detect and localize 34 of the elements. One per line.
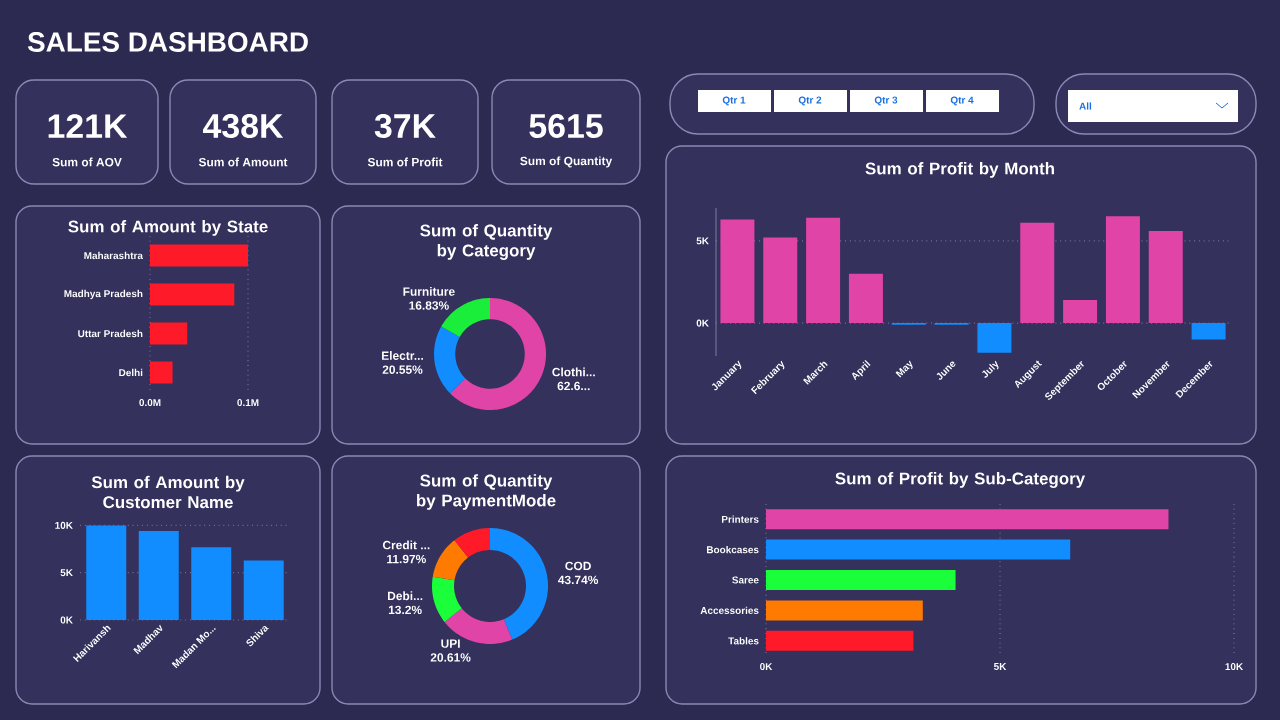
bar [150, 322, 188, 345]
bar [1105, 216, 1140, 324]
text: SALES DASHBOARD [27, 32, 308, 52]
bar [150, 283, 235, 306]
bar [977, 323, 1012, 353]
text: 37K [374, 113, 436, 138]
chart-title: Sum of Amount by Customer Name [91, 475, 245, 509]
bar [150, 244, 248, 267]
bar [766, 630, 914, 651]
chart-title: Sum of Quantity by Category [420, 224, 553, 260]
chart-title: Sum of Profit by Sub-Category [835, 472, 1086, 488]
text: 438K [203, 113, 284, 138]
bar [766, 570, 956, 590]
bar [1191, 323, 1226, 340]
bar [720, 219, 755, 324]
bar [138, 531, 179, 620]
bar [766, 600, 923, 621]
bar [763, 237, 798, 324]
bar [86, 525, 127, 620]
bar [1020, 222, 1055, 324]
text: 121K [48, 114, 128, 138]
bar [243, 560, 284, 620]
chart-title: Sum of Amount by State [68, 220, 268, 236]
bar [806, 217, 841, 324]
chart-title: Sum of Profit by Month [865, 162, 1054, 178]
chart-title: Sum of Quantity by PaymentMode [417, 474, 556, 510]
bar [191, 547, 232, 620]
bar [848, 273, 883, 324]
bar [150, 361, 173, 384]
text: 5615 [529, 114, 603, 138]
bar [766, 539, 1071, 560]
bar [766, 509, 1169, 530]
bar [1063, 300, 1098, 324]
bar [1148, 231, 1183, 324]
